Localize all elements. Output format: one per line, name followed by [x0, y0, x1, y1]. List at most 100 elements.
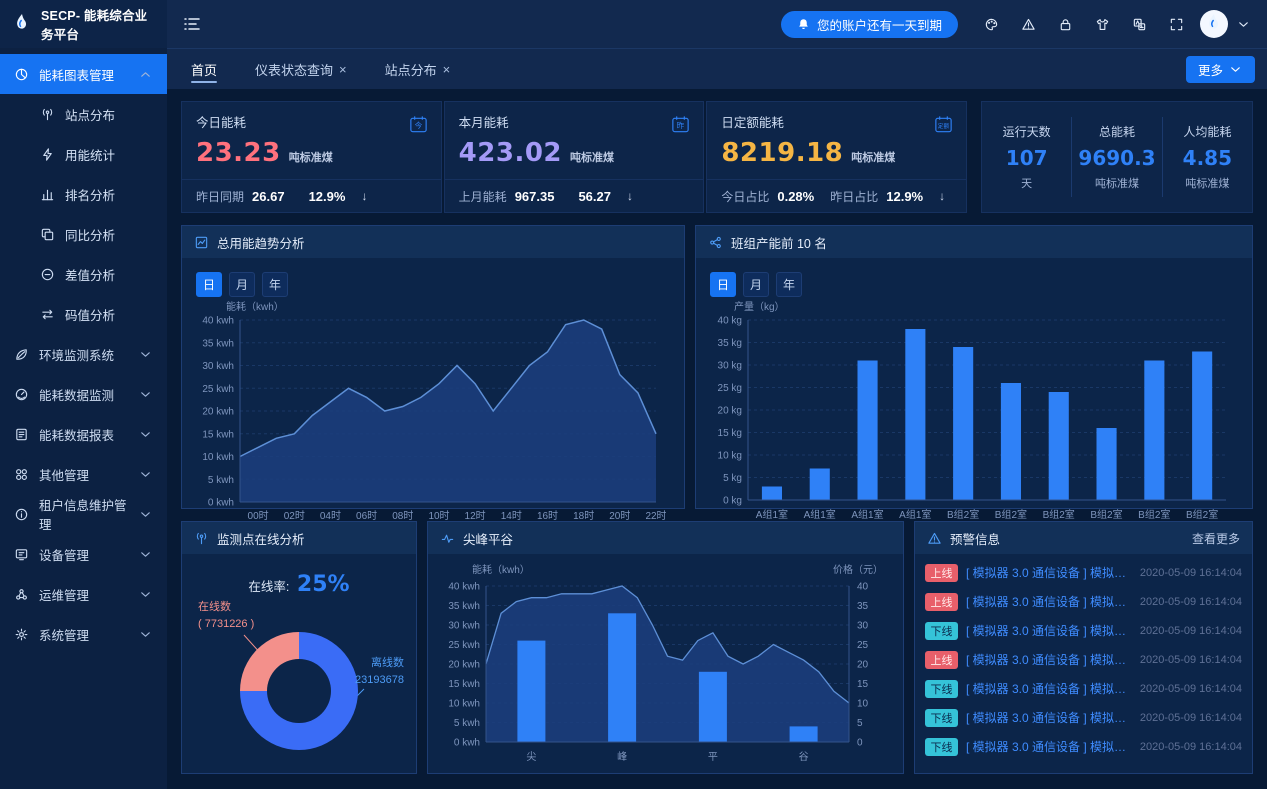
sidebar-item-energy-usage-stats[interactable]: 用能统计 — [0, 134, 167, 174]
alert-row[interactable]: 上线 [ 模拟器 3.0 通信设备 ] 模拟器 3.0... 2020-05-0… — [925, 558, 1242, 587]
stat-value: 423.02 — [458, 138, 563, 168]
alert-row[interactable]: 下线 [ 模拟器 3.0 通信设备 ] 模拟器 3.0... 2020-05-0… — [925, 703, 1242, 732]
fullscreen-icon[interactable] — [1169, 17, 1184, 32]
trend-period-switch: 日 月 年 — [192, 266, 674, 299]
period-day-chip[interactable]: 日 — [710, 272, 737, 297]
svg-text:04时: 04时 — [320, 510, 341, 522]
sidebar-item-label: 同比分析 — [65, 228, 116, 243]
svg-text:A组1室: A组1室 — [899, 508, 931, 521]
dashboard-content: 今日能耗 今 23.23 吨标准煤 昨日同期 26.67 12.9% ↓ — [167, 89, 1267, 789]
sidebar-item-yoy-analysis[interactable]: 同比分析 — [0, 214, 167, 254]
period-day-chip[interactable]: 日 — [196, 272, 223, 297]
alert-text: [ 模拟器 3.0 通信设备 ] 模拟器 3.0... — [966, 653, 1132, 667]
period-year-chip[interactable]: 年 — [262, 272, 289, 297]
sidebar-item-other-management[interactable]: 其他管理 — [0, 454, 167, 494]
tab-home[interactable]: 首页 — [191, 49, 218, 89]
svg-text:35 kg: 35 kg — [718, 338, 742, 349]
tshirt-icon[interactable] — [1095, 17, 1110, 32]
bottom-row: 监测点在线分析 在线率: 25% — [181, 521, 1253, 774]
status-badge: 下线 — [925, 679, 958, 698]
peak-valley-panel: 尖峰平谷 能耗（kwh） 价格（元） 40 kwh 35 kwh 30 kwh 25 kw… — [427, 521, 904, 774]
svg-text:B组2室: B组2室 — [995, 508, 1027, 521]
svg-text:A组1室: A组1室 — [804, 508, 836, 521]
slice-name: 在线数 — [198, 601, 231, 613]
warning-icon[interactable] — [1021, 17, 1036, 32]
sidebar-item-ranking-analysis[interactable]: 排名分析 — [0, 174, 167, 214]
tab-site-distribution[interactable]: 站点分布 × — [385, 49, 451, 89]
chevron-down-icon[interactable] — [1236, 17, 1251, 32]
account-expiry-notice[interactable]: 您的账户还有一天到期 — [780, 10, 958, 38]
sidebar-menu: 能耗图表管理 站点分布 用能统计 排名分析 同比分析 差值分析 码值分析 — [0, 48, 167, 654]
view-more-link[interactable]: 查看更多 — [1191, 531, 1240, 546]
sidebar-item-label: 能耗数据监测 — [39, 388, 115, 403]
period-month-chip[interactable]: 月 — [743, 272, 770, 297]
more-button[interactable]: 更多 — [1185, 56, 1255, 83]
svg-text:20 kg: 20 kg — [718, 406, 742, 417]
svg-text:10 kg: 10 kg — [718, 451, 742, 462]
period-month-chip[interactable]: 月 — [229, 272, 256, 297]
stat-card-title: 今日能耗 — [196, 116, 247, 130]
donut-ring — [240, 631, 358, 750]
sidebar-item-energy-data-reports[interactable]: 能耗数据报表 — [0, 414, 167, 454]
footer-value: 967.35 — [514, 188, 555, 204]
svg-text:02时: 02时 — [284, 510, 305, 522]
palette-icon[interactable] — [984, 17, 999, 32]
sidebar-item-label: 排名分析 — [65, 188, 116, 203]
antenna-icon — [40, 107, 55, 122]
alert-row[interactable]: 上线 [ 模拟器 3.0 通信设备 ] 模拟器 3.0... 2020-05-0… — [925, 587, 1242, 616]
chevron-up-icon — [138, 67, 153, 82]
svg-text:14时: 14时 — [501, 510, 522, 522]
svg-text:40 kwh: 40 kwh — [202, 316, 234, 327]
sidebar-item-site-distribution[interactable]: 站点分布 — [0, 94, 167, 134]
sidebar-item-energy-charts[interactable]: 能耗图表管理 — [0, 54, 167, 94]
notice-text: 您的账户还有一天到期 — [816, 18, 942, 33]
sidebar-item-ops-management[interactable]: 运维管理 — [0, 574, 167, 614]
close-icon[interactable]: × — [339, 61, 347, 77]
stats-row: 今日能耗 今 23.23 吨标准煤 昨日同期 26.67 12.9% ↓ — [181, 101, 1254, 213]
online-rate: 在线率: 25% — [192, 572, 406, 597]
sidebar-item-label: 租户信息维护管理 — [39, 499, 127, 532]
alert-text: [ 模拟器 3.0 通信设备 ] 模拟器 3.0... — [966, 682, 1132, 696]
sidebar-item-device-management[interactable]: 设备管理 — [0, 534, 167, 574]
footer-value: 12.9% — [308, 188, 346, 204]
svg-text:16时: 16时 — [537, 510, 558, 522]
trend-panel-header: 总用能趋势分析 — [182, 226, 684, 258]
stat-card-top: 日定额能耗 定额 8219.18 吨标准煤 — [707, 102, 966, 179]
period-year-chip[interactable]: 年 — [776, 272, 803, 297]
svg-text:B组2室: B组2室 — [1186, 508, 1218, 521]
slice-name: 离线数 — [371, 657, 404, 669]
trend-area-chart: 能耗（kwh） 40 kwh 35 kwh 30 kwh 25 kwh 20 kwh 15 … — [188, 298, 678, 522]
svg-text:A组1室: A组1室 — [756, 508, 788, 521]
info-icon — [14, 507, 29, 522]
footer-value: 26.67 — [252, 188, 285, 204]
sidebar-item-tenant-info-management[interactable]: 租户信息维护管理 — [0, 494, 167, 534]
sidebar-item-code-value-analysis[interactable]: 码值分析 — [0, 294, 167, 334]
footer-label: 昨日同期 — [196, 189, 245, 204]
alert-row[interactable]: 下线 [ 模拟器 3.0 通信设备 ] 模拟器 3.0... 2020-05-0… — [925, 674, 1242, 703]
slice-value: 23193678 — [355, 673, 404, 686]
svg-text:0 kwh: 0 kwh — [208, 498, 234, 509]
svg-text:20时: 20时 — [609, 510, 630, 522]
panel-title: 预警信息 — [950, 532, 1001, 547]
svg-text:40 kg: 40 kg — [718, 316, 742, 327]
summary-label: 运行天数 — [1002, 125, 1051, 139]
alert-row[interactable]: 下线 [ 模拟器 3.0 通信设备 ] 模拟器 3.0... 2020-05-0… — [925, 732, 1242, 761]
lock-icon[interactable] — [1058, 17, 1073, 32]
avatar[interactable] — [1200, 10, 1228, 38]
charts-row: 总用能趋势分析 日 月 年 能耗（kwh） 40 kwh 35 kwh 30 kwh 2… — [181, 225, 1253, 522]
alert-row[interactable]: 上线 [ 模拟器 3.0 通信设备 ] 模拟器 3.0... 2020-05-0… — [925, 645, 1242, 674]
sidebar-item-difference-analysis[interactable]: 差值分析 — [0, 254, 167, 294]
menu-collapse-icon[interactable] — [183, 16, 201, 32]
tab-meter-status-query[interactable]: 仪表状态查询 × — [255, 49, 347, 89]
svg-text:平: 平 — [708, 752, 718, 763]
sidebar-item-energy-data-monitoring[interactable]: 能耗数据监测 — [0, 374, 167, 414]
alert-row[interactable]: 下线 [ 模拟器 3.0 通信设备 ] 模拟器 3.0... 2020-05-0… — [925, 616, 1242, 645]
sidebar-item-environment-monitoring[interactable]: 环境监测系统 — [0, 334, 167, 374]
pie-chart-icon — [14, 67, 29, 82]
translate-icon[interactable] — [1132, 17, 1147, 32]
sidebar-item-system-management[interactable]: 系统管理 — [0, 614, 167, 654]
alert-time: 2020-05-09 16:14:04 — [1139, 595, 1242, 608]
status-badge: 下线 — [925, 621, 958, 640]
svg-text:08时: 08时 — [392, 510, 413, 522]
close-icon[interactable]: × — [442, 61, 451, 77]
